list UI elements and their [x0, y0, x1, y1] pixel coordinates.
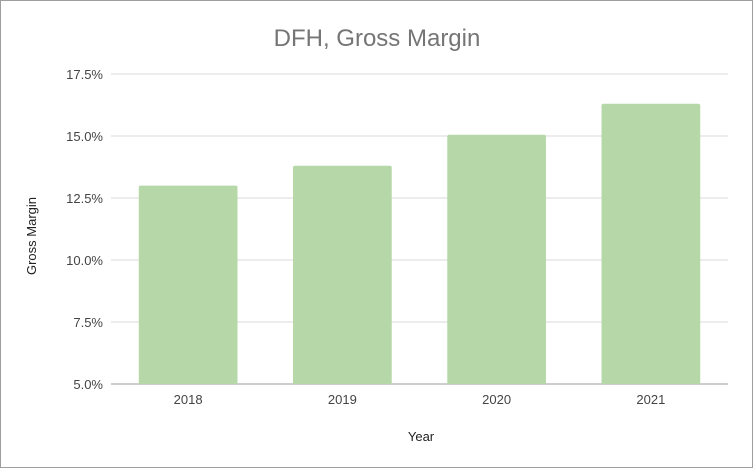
x-axis-label: Year [408, 429, 435, 444]
y-tick-label: 15.0% [66, 129, 103, 144]
x-tick-label: 2020 [482, 392, 511, 407]
x-tick-label: 2018 [174, 392, 203, 407]
y-tick-label: 7.5% [73, 315, 103, 330]
bar-2018 [138, 185, 238, 384]
bar-2021 [601, 103, 701, 384]
y-tick-label: 5.0% [73, 377, 103, 392]
x-tick-label: 2019 [328, 392, 357, 407]
bar-2019 [293, 165, 392, 384]
y-tick-label: 10.0% [66, 253, 103, 268]
bar-2020 [447, 134, 546, 384]
y-tick-label: 17.5% [66, 67, 103, 82]
y-axis-ticks: 5.0% 7.5% 10.0% 12.5% 15.0% 17.5% [66, 67, 103, 392]
chart-title: DFH, Gross Margin [274, 25, 481, 52]
x-tick-label: 2021 [636, 392, 665, 407]
y-tick-label: 12.5% [66, 191, 103, 206]
bars [138, 103, 701, 384]
y-axis-label: Gross Margin [24, 197, 39, 275]
x-axis-ticks: 2018 2019 2020 2021 [174, 392, 666, 407]
